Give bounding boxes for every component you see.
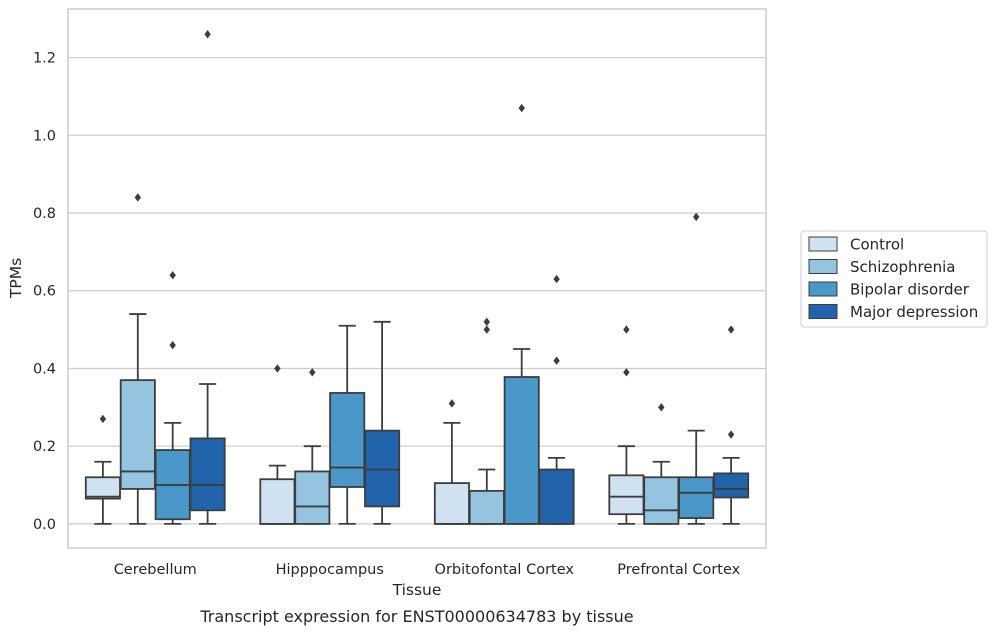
box-0-0	[84, 414, 121, 525]
box-3-0	[608, 325, 645, 525]
box-2-3	[538, 274, 575, 525]
legend-items: Control Schizophrenia Bipolar disorder Majo…	[808, 236, 978, 321]
y-tick-label: 0.0	[33, 517, 56, 533]
legend-swatch	[808, 281, 838, 297]
box-0-1	[119, 193, 156, 525]
grid-lines	[68, 56, 766, 525]
outlier-point	[448, 399, 456, 408]
outlier-point	[204, 30, 211, 39]
y-tick-label: 1.0	[33, 128, 56, 144]
box-3-2	[678, 212, 715, 525]
x-tick-label: Prefrontal Cortex	[617, 562, 740, 578]
outlier-point	[134, 193, 141, 202]
box-iqr	[364, 429, 401, 508]
x-tick-label: Orbitofontal Cortex	[435, 562, 575, 578]
y-axis-label: TPMs	[7, 258, 25, 299]
box-1-2	[329, 324, 366, 525]
box-iqr	[713, 472, 750, 499]
box-iqr	[119, 379, 156, 490]
outlier-point	[99, 414, 107, 424]
box-0-2	[154, 270, 191, 525]
outlier-point	[518, 103, 525, 113]
box-1-1	[294, 368, 331, 525]
legend: Control Schizophrenia Bipolar disorder Majo…	[800, 230, 988, 328]
box-iqr	[538, 468, 575, 525]
legend-swatch	[808, 304, 838, 319]
outlier-point	[553, 274, 560, 284]
box-iqr	[643, 476, 680, 525]
outlier-point	[693, 212, 700, 222]
y-tick-label: 0.2	[33, 439, 56, 455]
x-tick-label: Hipppocampus	[276, 562, 384, 578]
legend-label: Schizophrenia	[850, 258, 955, 276]
box-iqr	[468, 489, 505, 525]
y-tick-label: 0.6	[33, 284, 56, 300]
legend-label: Bipolar disorder	[850, 281, 970, 299]
legend-label: Major depression	[850, 303, 978, 321]
box-2-1	[468, 317, 505, 525]
outlier-point	[727, 430, 735, 439]
box-iqr	[678, 476, 715, 519]
outlier-point	[727, 325, 735, 334]
legend-frame	[800, 230, 988, 328]
outlier-point	[169, 340, 176, 350]
box-1-3	[364, 320, 401, 525]
legend-swatch	[808, 236, 838, 252]
box-series	[84, 30, 750, 525]
x-tick-labels: Cerebellum Hipppocampus Orbitofontal Corte…	[114, 562, 741, 578]
box-iqr	[259, 478, 296, 525]
outlier-point	[483, 325, 490, 334]
outlier-point	[274, 364, 281, 373]
box-3-3	[713, 325, 750, 525]
outlier-point	[658, 403, 665, 412]
legend-label: Control	[850, 236, 904, 254]
x-tick-label: Cerebellum	[114, 562, 197, 578]
y-tick-labels: 0.0 0.2 0.4 0.6 0.8 1.0 1.2	[33, 51, 56, 533]
outlier-point	[623, 368, 630, 377]
box-iqr	[84, 476, 121, 500]
outlier-point	[169, 270, 176, 280]
outlier-point	[309, 368, 316, 377]
chart-caption: Transcript expression for ENST0000063478…	[199, 607, 633, 626]
y-tick-label: 0.4	[33, 361, 56, 377]
outlier-point	[483, 317, 490, 327]
y-tick-label: 1.2	[33, 51, 56, 67]
box-2-2	[503, 103, 540, 525]
box-2-0	[433, 399, 470, 525]
box-iqr	[503, 376, 540, 525]
box-iqr	[294, 470, 331, 525]
box-iqr	[433, 482, 470, 525]
box-iqr	[608, 474, 645, 516]
box-1-0	[259, 364, 296, 525]
legend-swatch	[808, 259, 838, 274]
x-axis-label: Tissue	[392, 581, 442, 599]
plot-frame	[67, 8, 767, 549]
box-iqr	[329, 392, 366, 488]
outlier-point	[553, 356, 560, 365]
box-3-1	[643, 403, 680, 525]
box-0-3	[189, 30, 226, 525]
outlier-point	[623, 325, 630, 334]
y-tick-label: 0.8	[33, 206, 56, 222]
box-iqr	[189, 437, 226, 512]
